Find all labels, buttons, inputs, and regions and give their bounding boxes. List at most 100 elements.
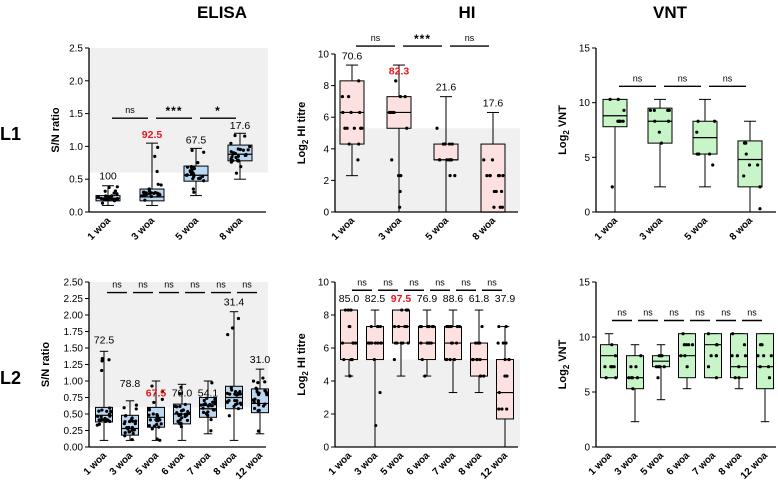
data-point (188, 169, 192, 173)
data-point (160, 390, 164, 394)
data-point (130, 437, 134, 442)
data-point (397, 324, 401, 329)
x-tick-label: 12 woa (479, 450, 511, 482)
data-point (374, 423, 378, 428)
data-point (201, 410, 206, 414)
data-point (149, 194, 154, 199)
data-point (208, 402, 212, 407)
data-point (737, 376, 741, 380)
data-point (213, 400, 217, 404)
percent-annotation: 76.9 (417, 293, 438, 305)
data-point (178, 422, 182, 426)
data-point (263, 389, 267, 393)
data-point (399, 174, 403, 178)
box-8-woa (227, 132, 253, 180)
data-point (178, 404, 182, 408)
data-point (348, 324, 352, 329)
data-point (478, 374, 483, 378)
x-tick-label: 3 woa (377, 215, 405, 243)
data-point (762, 354, 766, 358)
data-point (340, 341, 345, 345)
data-point (178, 418, 182, 422)
x-tick-label: 6 woa (405, 450, 433, 478)
significance-label: ns (112, 280, 122, 290)
data-point (112, 199, 117, 203)
data-point (341, 110, 345, 115)
data-point (497, 324, 501, 329)
percent-annotation: 82.5 (365, 293, 386, 305)
percent-annotation: 88.6 (443, 293, 464, 305)
data-point (108, 195, 113, 200)
data-point (444, 357, 448, 362)
data-point (248, 144, 252, 149)
percent-annotation: 97.5 (391, 293, 412, 305)
x-tick-label: 3 woa (638, 215, 666, 243)
data-point (438, 158, 442, 162)
x-tick-label: 5 woa (174, 215, 202, 243)
data-point (505, 407, 509, 411)
data-point (104, 198, 108, 202)
data-point (629, 376, 634, 380)
percent-annotation: 21.6 (436, 82, 457, 94)
data-point (695, 130, 699, 134)
data-point (199, 403, 203, 407)
data-point (610, 185, 614, 189)
data-point (453, 174, 457, 178)
data-point (392, 110, 396, 115)
box-iqr (626, 355, 644, 390)
data-point (158, 438, 162, 442)
data-point (681, 332, 685, 336)
data-point (634, 365, 638, 369)
data-point (233, 390, 238, 394)
data-point (706, 332, 711, 336)
percent-annotation: 31.0 (250, 354, 271, 366)
box-3-woa (139, 142, 165, 206)
data-point (96, 195, 100, 199)
y-tick-label: 0.00 (64, 443, 84, 454)
significance-label: ns (643, 308, 653, 318)
data-point (735, 354, 739, 358)
data-point (505, 374, 509, 378)
x-tick-label: 12 woa (234, 450, 266, 482)
box-6-woa (418, 309, 436, 378)
data-point (447, 158, 451, 162)
data-point (256, 429, 261, 433)
data-point (475, 357, 479, 362)
data-point (225, 391, 229, 395)
box-12-woa (496, 324, 514, 448)
data-point (150, 427, 154, 431)
data-point (379, 341, 383, 345)
box-1-woa (95, 185, 121, 206)
y-tick-label: 2.5 (69, 44, 83, 55)
y-tick-label: 1.75 (64, 327, 84, 338)
significance-label: ns (633, 73, 643, 83)
data-point (200, 174, 205, 179)
percent-annotation: 82.3 (389, 66, 410, 78)
data-point (356, 158, 360, 162)
data-point (96, 414, 100, 418)
data-point (104, 419, 108, 423)
y-tick-label: 0.25 (64, 426, 84, 437)
box-7-woa (704, 332, 722, 380)
data-point (143, 198, 147, 202)
x-tick-label: 5 woa (134, 450, 162, 478)
y-tick-label: 15 (579, 44, 591, 55)
box-iqr (340, 309, 358, 361)
significance-label: ns (216, 280, 226, 290)
data-point (706, 365, 711, 369)
percent-annotation: 17.6 (483, 97, 504, 109)
y-tick-label: 2.25 (64, 294, 84, 305)
data-point (501, 174, 505, 178)
significance-label: ns (357, 277, 367, 287)
box-iqr (480, 143, 506, 213)
data-point (631, 387, 635, 391)
x-tick-label: 8 woa (218, 215, 246, 243)
data-point (482, 374, 486, 378)
data-point (369, 324, 373, 329)
data-point (241, 148, 245, 152)
data-point (714, 354, 718, 358)
box-iqr (433, 143, 459, 161)
data-point (180, 416, 184, 420)
data-point (147, 187, 151, 191)
data-point (454, 341, 459, 345)
